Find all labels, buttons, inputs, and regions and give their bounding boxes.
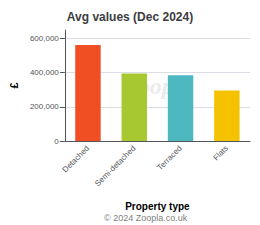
svg-text:400,000: 400,000 <box>30 68 59 77</box>
svg-text:Terraced: Terraced <box>155 144 183 172</box>
svg-text:Flats: Flats <box>211 144 230 163</box>
svg-text:© 2024 Zoopla.co.uk: © 2024 Zoopla.co.uk <box>104 213 188 223</box>
svg-text:Detached: Detached <box>61 144 92 175</box>
svg-text:Property type: Property type <box>125 201 190 212</box>
svg-text:Avg values (Dec 2024): Avg values (Dec 2024) <box>67 10 193 24</box>
svg-text:0: 0 <box>54 137 59 146</box>
svg-text:Semi-detached: Semi-detached <box>93 144 137 188</box>
svg-text:£: £ <box>8 82 20 88</box>
svg-text:600,000: 600,000 <box>30 34 59 43</box>
svg-text:200,000: 200,000 <box>30 102 59 111</box>
